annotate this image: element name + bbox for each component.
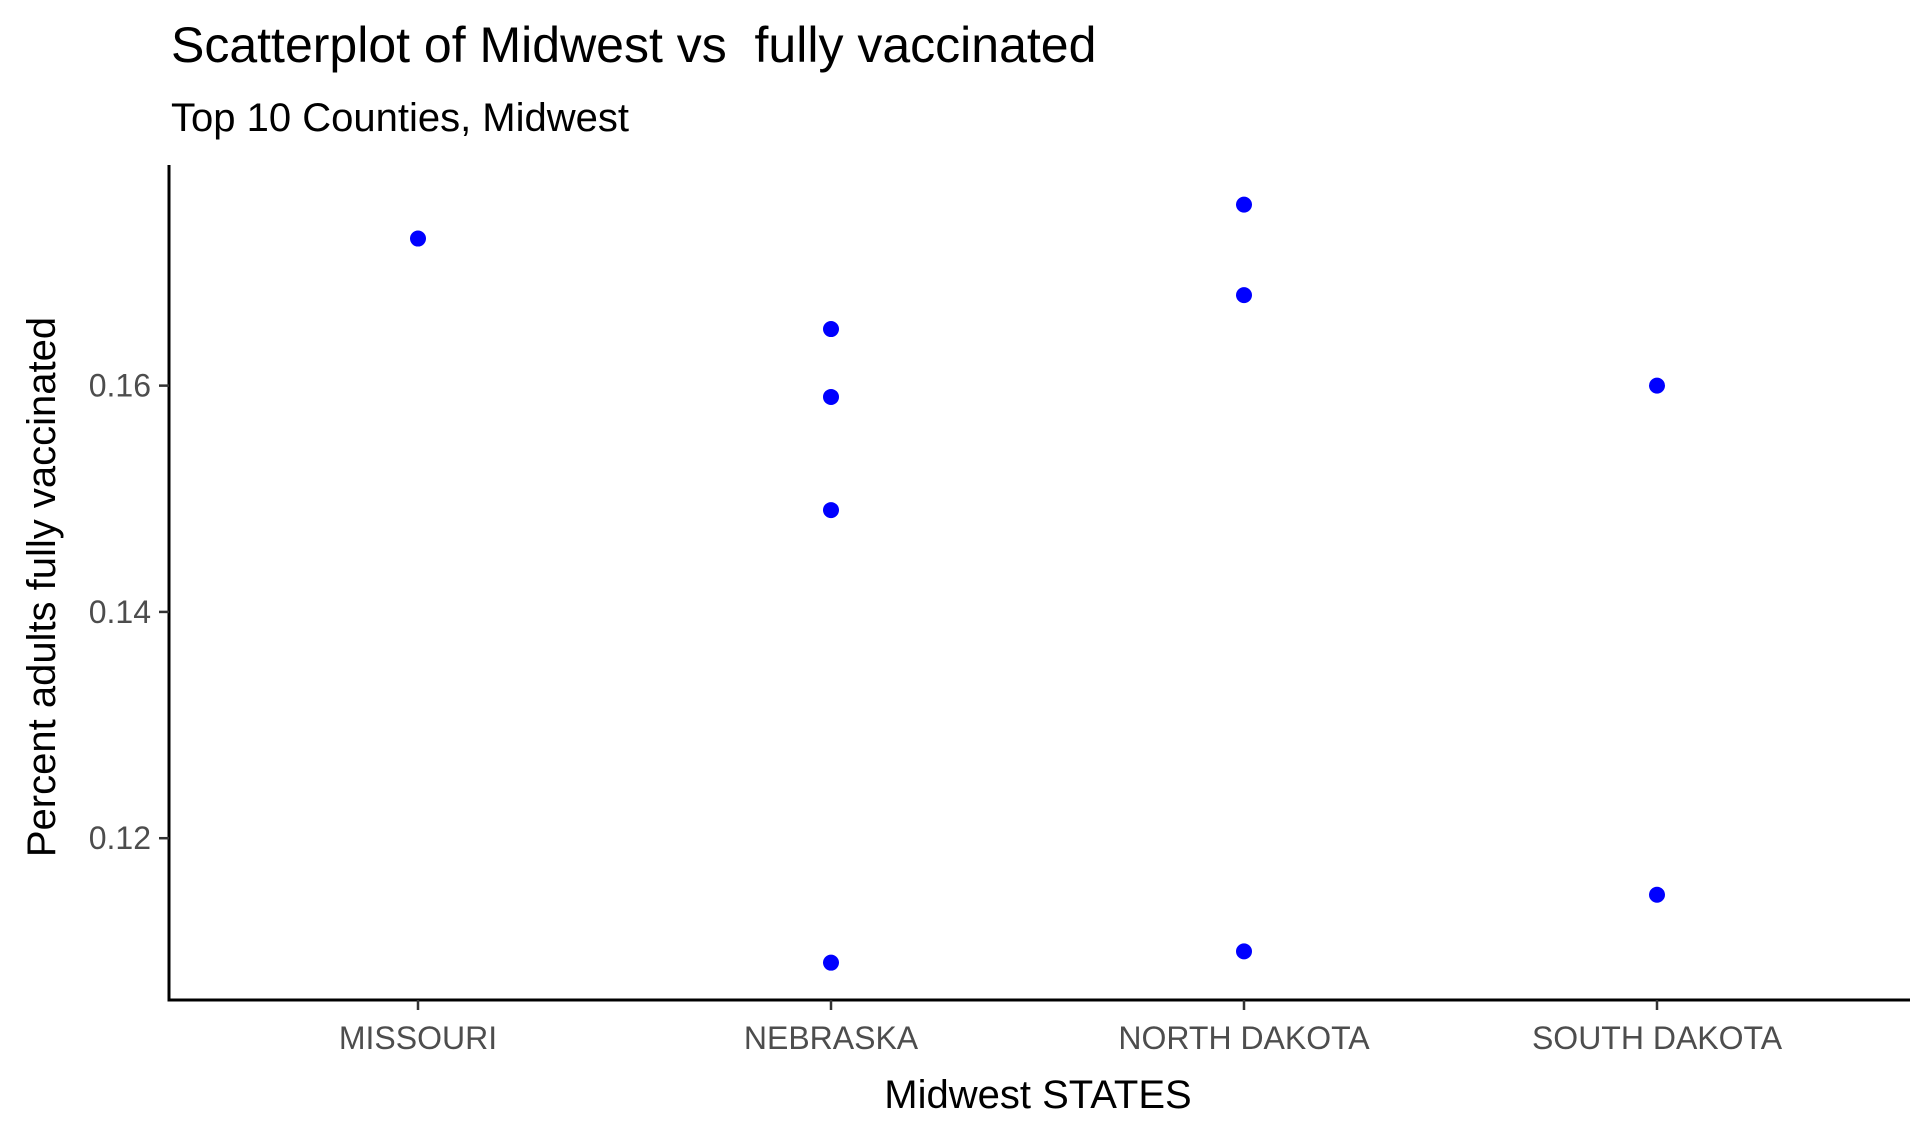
y-axis-label: Percent adults fully vaccinated bbox=[20, 317, 64, 857]
data-point bbox=[1649, 377, 1665, 394]
x-tick-label: MISSOURI bbox=[339, 1020, 497, 1056]
x-axis-label: Midwest STATES bbox=[884, 1073, 1191, 1117]
data-point bbox=[823, 321, 839, 338]
data-point bbox=[823, 388, 839, 405]
data-point bbox=[823, 954, 839, 971]
data-point bbox=[823, 502, 839, 519]
y-tick-label: 0.14 bbox=[89, 594, 151, 630]
data-point bbox=[1649, 886, 1665, 903]
data-point bbox=[1236, 943, 1252, 960]
x-tick-label: NORTH DAKOTA bbox=[1118, 1020, 1370, 1056]
chart-subtitle: Top 10 Counties, Midwest bbox=[171, 96, 629, 140]
y-tick-label: 0.16 bbox=[89, 368, 151, 404]
chart-title: Scatterplot of Midwest vs fully vaccinat… bbox=[171, 17, 1096, 73]
x-tick-label: SOUTH DAKOTA bbox=[1532, 1020, 1783, 1056]
data-point bbox=[410, 230, 426, 247]
data-point bbox=[1236, 287, 1252, 304]
data-point bbox=[1236, 196, 1252, 213]
x-tick-label: NEBRASKA bbox=[744, 1020, 919, 1056]
plot-area: 0.12 0.14 0.16 MISSOURI NEBRASKA NORTH DAKOTA… bbox=[89, 165, 1910, 1056]
y-tick-label: 0.12 bbox=[89, 820, 151, 856]
